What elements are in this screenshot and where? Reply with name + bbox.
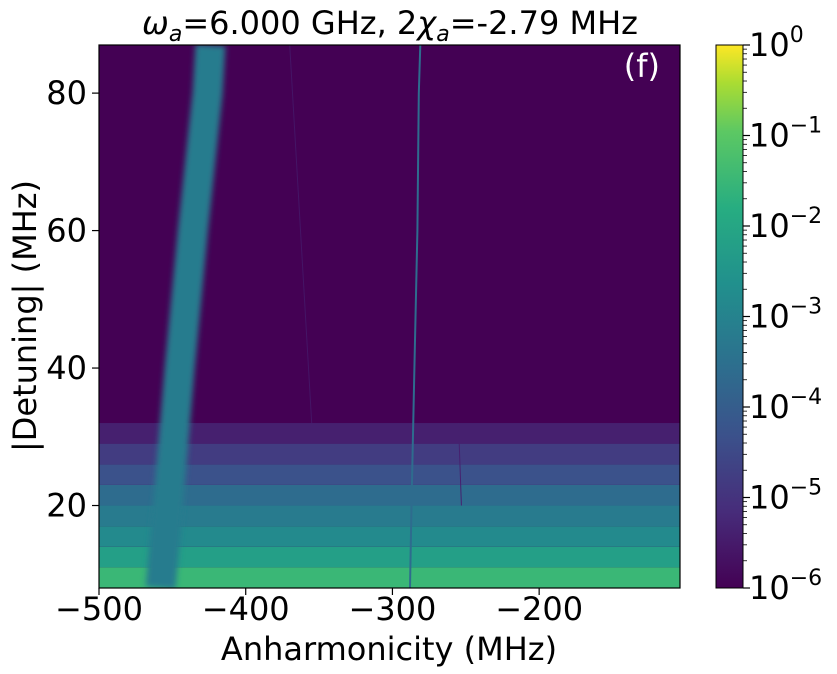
heatmap-band: [99, 423, 680, 444]
colorbar-tick-label: 10−5: [749, 476, 822, 517]
heatmap-band: [99, 484, 680, 506]
chart-title: ωa=6.000 GHz, 2χa=-2.79 MHz: [142, 4, 638, 47]
resonance-ridge-main: [145, 45, 226, 588]
y-tick-label: 60: [46, 212, 87, 250]
x-axis-label: Anharmonicity (MHz): [221, 630, 557, 668]
x-tick-label: −400: [202, 590, 290, 628]
heatmap-plot: [99, 45, 680, 588]
colorbar-tick-label: 10−4: [749, 385, 822, 426]
colorbar-ticks: 100 10−1 10−2 10−3 10−4 10−5 10−6: [743, 23, 822, 607]
heatmap-band: [99, 505, 680, 527]
heatmap-band: [99, 526, 680, 547]
colorbar-tick-label: 10−6: [749, 566, 822, 607]
x-tick-label: −300: [348, 590, 436, 628]
plot-frame: [98, 44, 681, 589]
y-tick-label: 20: [46, 487, 87, 525]
x-tick-label: −200: [495, 590, 583, 628]
heatmap-band: [99, 567, 680, 588]
y-axis-label: |Detuning| (MHz): [6, 180, 44, 452]
resonance-ridge-narrow: [409, 45, 422, 588]
heatmap-bands: [99, 423, 680, 588]
heatmap-band: [99, 546, 680, 568]
x-axis-ticks: −500 −400 −300 −200: [55, 588, 583, 628]
y-tick-label: 80: [46, 74, 87, 112]
resonance-ridge-faint2: [458, 422, 462, 506]
colorbar-tick-label: 100: [749, 23, 804, 64]
y-axis-ticks: 20 40 60 80: [46, 74, 99, 525]
colorbar-tick-label: 10−2: [749, 204, 822, 245]
y-tick-label: 40: [46, 349, 87, 387]
heatmap-ridges: [145, 45, 462, 588]
panel-label: (f): [624, 47, 660, 85]
resonance-ridge-faint: [289, 45, 313, 424]
x-tick-label: −500: [55, 590, 143, 628]
heatmap-band: [99, 464, 680, 485]
colorbar: [715, 44, 744, 589]
heatmap-band: [99, 443, 680, 465]
colorbar-tick-label: 10−1: [749, 114, 822, 155]
colorbar-tick-label: 10−3: [749, 295, 822, 336]
